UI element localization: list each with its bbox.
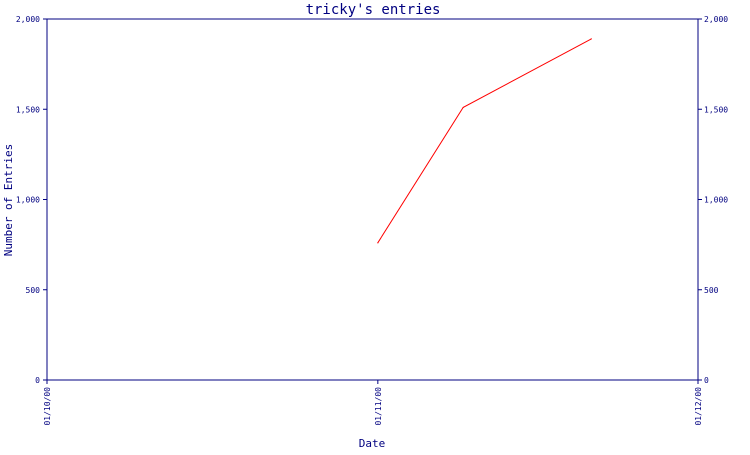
- data-point: [462, 106, 464, 109]
- y-tick-label-right: 0: [704, 376, 709, 385]
- x-axis-title: Date: [359, 437, 386, 450]
- x-tick-label: 01/10/00: [43, 387, 52, 426]
- chart-title: tricky's entries: [306, 2, 441, 18]
- y-tick-label-right: 1,500: [704, 105, 728, 114]
- x-tick-label: 01/12/00: [694, 387, 703, 426]
- data-point: [377, 242, 379, 244]
- plot-area-frame: [46, 18, 699, 381]
- y-tick-label-left: 0: [35, 376, 40, 385]
- y-tick-label-left: 2,000: [16, 15, 40, 24]
- series-layer: [377, 38, 592, 244]
- x-tick-label: 01/11/00: [374, 387, 383, 426]
- right-y-axis: 0 500 1,000 1,500 2,000: [698, 15, 728, 385]
- x-axis: 01/10/00 01/11/00 01/12/00: [43, 380, 703, 426]
- left-y-axis: 0 500 1,000 1,500 2,000: [16, 15, 47, 385]
- y-tick-label-left: 1,500: [16, 105, 40, 114]
- y-tick-label-right: 1,000: [704, 196, 728, 205]
- y-tick-label-right: 2,000: [704, 15, 728, 24]
- series-line: [377, 38, 592, 244]
- y-tick-label-right: 500: [704, 286, 719, 295]
- data-point: [590, 38, 592, 40]
- y-tick-label-left: 500: [26, 286, 41, 295]
- y-tick-label-left: 1,000: [16, 196, 40, 205]
- y-axis-title: Number of Entries: [2, 144, 15, 257]
